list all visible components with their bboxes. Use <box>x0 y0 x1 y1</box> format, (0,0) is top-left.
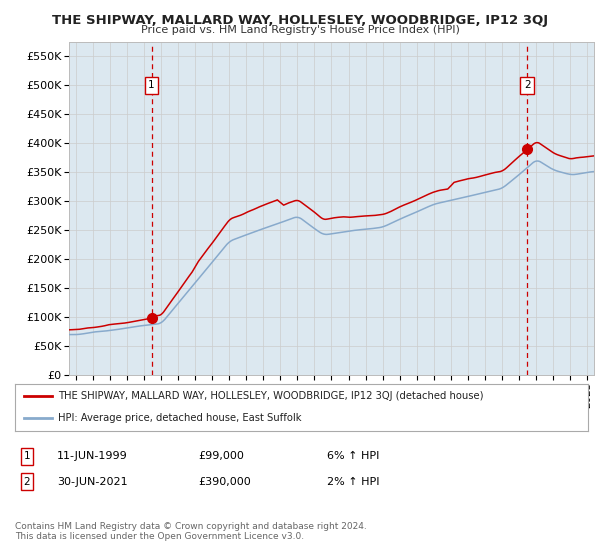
Text: THE SHIPWAY, MALLARD WAY, HOLLESLEY, WOODBRIDGE, IP12 3QJ (detached house): THE SHIPWAY, MALLARD WAY, HOLLESLEY, WOO… <box>58 391 484 402</box>
Text: £99,000: £99,000 <box>198 451 244 461</box>
Text: 1: 1 <box>148 81 155 91</box>
Text: THE SHIPWAY, MALLARD WAY, HOLLESLEY, WOODBRIDGE, IP12 3QJ: THE SHIPWAY, MALLARD WAY, HOLLESLEY, WOO… <box>52 14 548 27</box>
Text: £390,000: £390,000 <box>198 477 251 487</box>
Text: 2: 2 <box>23 477 31 487</box>
Text: Contains HM Land Registry data © Crown copyright and database right 2024.
This d: Contains HM Land Registry data © Crown c… <box>15 522 367 542</box>
Text: 2% ↑ HPI: 2% ↑ HPI <box>327 477 380 487</box>
Text: Price paid vs. HM Land Registry's House Price Index (HPI): Price paid vs. HM Land Registry's House … <box>140 25 460 35</box>
Text: 2: 2 <box>524 81 530 91</box>
Text: 6% ↑ HPI: 6% ↑ HPI <box>327 451 379 461</box>
Text: 11-JUN-1999: 11-JUN-1999 <box>57 451 128 461</box>
Text: HPI: Average price, detached house, East Suffolk: HPI: Average price, detached house, East… <box>58 413 301 423</box>
Text: 1: 1 <box>23 451 31 461</box>
Text: 30-JUN-2021: 30-JUN-2021 <box>57 477 128 487</box>
